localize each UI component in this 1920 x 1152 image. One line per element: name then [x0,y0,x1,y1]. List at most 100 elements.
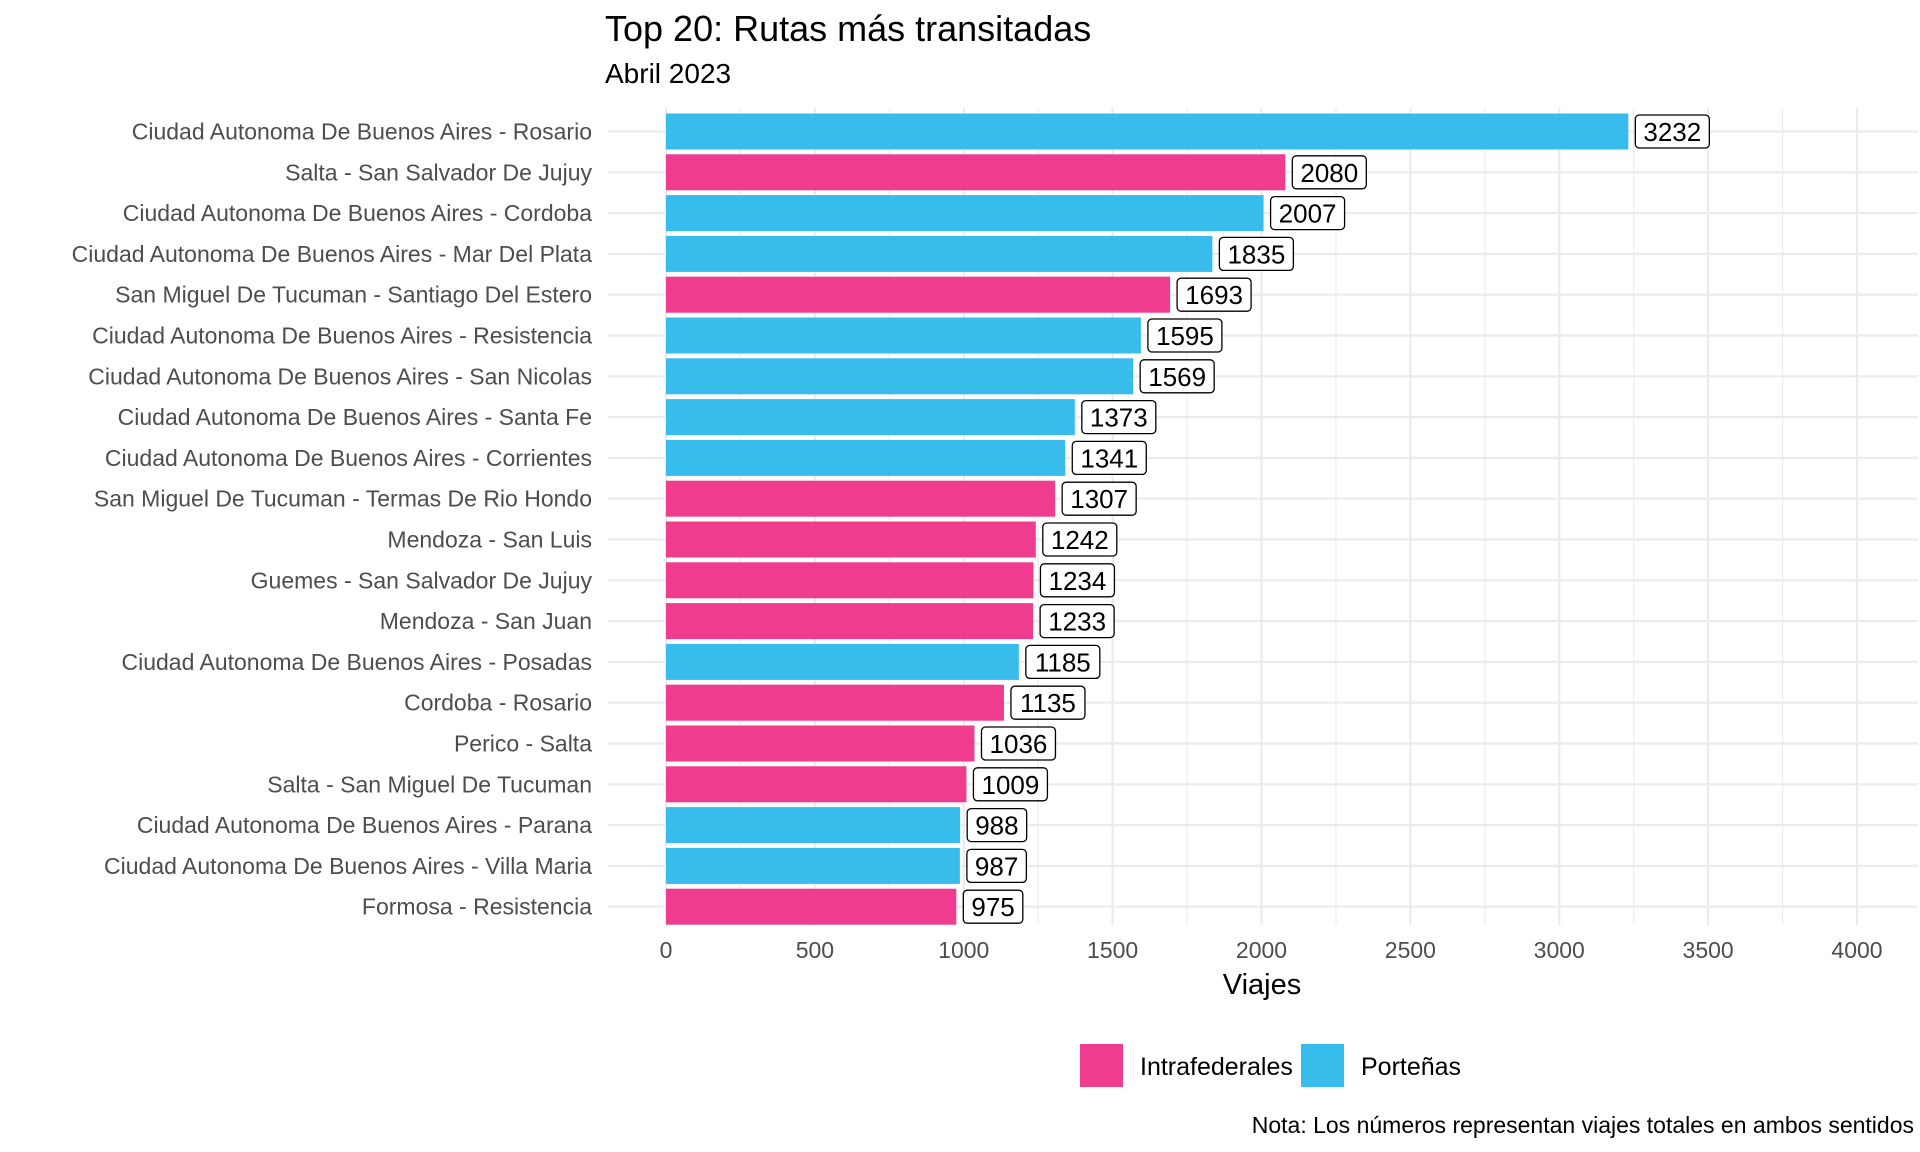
data-label: 988 [975,811,1018,841]
data-label: 1569 [1148,362,1206,392]
data-label-box [1269,195,1346,231]
y-tick-label: Ciudad Autonoma De Buenos Aires - Santa … [118,404,592,430]
chart-title: Top 20: Rutas más transitadas [605,8,1092,49]
x-axis-label: Viajes [1223,969,1301,1001]
bar [666,603,1034,640]
data-label-box [1010,685,1086,720]
bar [666,276,1171,313]
data-label: 1135 [1020,688,1076,718]
data-label: 1009 [982,770,1040,800]
chart-caption: Nota: Los números representan viajes tot… [1251,1112,1914,1138]
legend-key [1080,1044,1123,1087]
data-label: 1036 [990,729,1048,759]
legend-key [1301,1044,1344,1087]
x-tick-label: 3000 [1534,937,1585,963]
data-label: 2080 [1300,158,1358,188]
x-tick-label: 1000 [938,937,989,963]
x-tick-label: 500 [796,937,834,963]
legend: Intrafederales Porteñas [1080,1044,1461,1087]
y-tick-label: Ciudad Autonoma De Buenos Aires - Corrie… [105,445,592,471]
y-tick-label: Perico - Salta [454,731,592,757]
y-tick-label: Ciudad Autonoma De Buenos Aires - Resist… [92,323,592,349]
data-label: 1341 [1080,443,1138,473]
legend-label: Intrafederales [1140,1053,1293,1081]
data-label: 1373 [1090,403,1148,433]
data-label: 1234 [1049,566,1107,596]
data-label-box [1147,318,1223,353]
y-tick-label: Ciudad Autonoma De Buenos Aires - San Ni… [88,363,592,389]
data-label-box [1039,603,1115,639]
bar [666,480,1056,517]
bar [666,358,1134,395]
y-tick-label: Ciudad Autonoma De Buenos Aires - Rosari… [132,119,592,145]
y-tick-label: Ciudad Autonoma De Buenos Aires - Mar De… [72,241,593,267]
data-label-box [972,767,1049,802]
data-label-box [1061,481,1137,516]
bar [666,684,1004,721]
bars [666,113,1629,925]
data-label: 1693 [1185,280,1243,310]
x-tick-label: 2000 [1236,937,1287,963]
bar [666,847,960,884]
x-tick-label: 1500 [1087,937,1138,963]
legend-label: Porteñas [1361,1053,1461,1081]
data-label: 987 [975,851,1018,881]
y-tick-label: Cordoba - Rosario [404,690,592,716]
y-axis-tick-labels: Ciudad Autonoma De Buenos Aires - Rosari… [72,119,593,920]
data-label-box [1025,644,1101,680]
data-label-box [1176,277,1252,312]
bar [666,521,1036,558]
bar [666,888,957,925]
y-tick-label: Guemes - San Salvador De Jujuy [251,567,593,593]
bar [666,154,1286,191]
y-tick-label: Mendoza - San Luis [387,527,592,553]
x-axis-tick-labels: 0 500 1000 1500 2000 2500 3000 3500 4000 [660,937,1883,963]
x-tick-label: 4000 [1831,937,1882,963]
y-tick-label: Ciudad Autonoma De Buenos Aires - Parana [137,812,592,838]
data-label-box [1042,522,1118,557]
data-label: 1242 [1051,525,1109,555]
data-label-box [1218,236,1295,272]
y-tick-label: Salta - San Salvador De Jujuy [285,159,592,185]
y-tick-label: Formosa - Resistencia [362,894,592,920]
x-tick-label: 3500 [1683,937,1734,963]
bar [666,317,1141,354]
bar [666,195,1264,232]
bar [666,643,1019,680]
data-label: 3232 [1643,117,1701,147]
bar [666,725,975,762]
y-tick-label: San Miguel De Tucuman - Santiago Del Est… [115,282,592,308]
data-label-box [1081,399,1157,435]
x-tick-label: 0 [660,937,673,963]
data-label: 975 [971,892,1014,922]
y-tick-label: Ciudad Autonoma De Buenos Aires - Posada… [121,649,592,675]
data-label: 1233 [1048,607,1106,637]
data-label-box [1291,155,1367,190]
data-label-box [980,726,1057,761]
bar [666,766,967,803]
data-label-box [1139,359,1215,394]
chart-subtitle: Abril 2023 [605,58,732,89]
data-label-box [966,848,1028,884]
data-label-box [1071,440,1147,476]
y-tick-label: Ciudad Autonoma De Buenos Aires - Villa … [104,853,592,879]
y-tick-label: Mendoza - San Juan [380,608,592,634]
bar [666,235,1213,272]
data-label: 1595 [1156,321,1214,351]
y-tick-label: San Miguel De Tucuman - Termas De Rio Ho… [94,486,592,512]
y-tick-label: Salta - San Miguel De Tucuman [267,771,592,797]
bar [666,399,1075,436]
bar [666,807,961,844]
data-label-box [966,807,1028,843]
bar [666,113,1629,150]
x-tick-label: 2500 [1385,937,1436,963]
data-label-box [1634,114,1710,149]
data-label: 2007 [1279,199,1337,229]
data-label: 1307 [1070,484,1128,514]
data-label-box [962,889,1024,924]
data-label: 1835 [1227,239,1285,269]
bar [666,562,1034,599]
bar [666,439,1066,476]
